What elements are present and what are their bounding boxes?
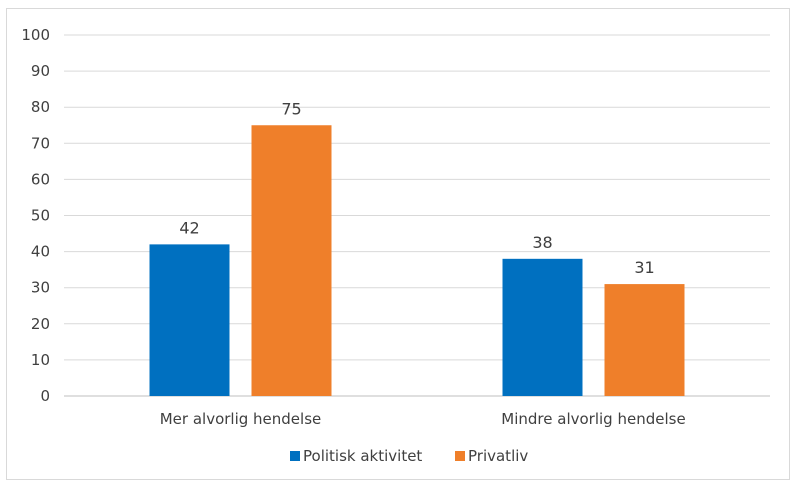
bars [149,125,685,396]
data-labels: 42 75 38 31 [179,99,654,277]
bar [149,244,230,396]
y-axis: 0 10 20 30 40 50 60 70 80 90 100 [21,26,50,405]
legend: Politisk aktivitet Privatliv [290,447,528,465]
y-tick-label: 20 [31,315,50,333]
y-tick-label: 90 [31,62,50,80]
bar [604,284,685,396]
x-category-label: Mindre alvorlig hendelse [501,410,685,428]
data-label: 75 [281,99,301,118]
y-tick-label: 70 [31,134,50,152]
legend-label: Privatliv [468,447,528,465]
y-tick-label: 50 [31,207,50,225]
data-label: 42 [179,218,199,237]
y-tick-label: 80 [31,98,50,116]
y-tick-label: 0 [40,387,50,405]
x-category-label: Mer alvorlig hendelse [160,410,322,428]
chart-frame [6,8,790,480]
y-tick-label: 100 [21,26,50,44]
legend-swatch [290,451,300,461]
y-tick-label: 30 [31,279,50,297]
legend-swatch [455,451,465,461]
x-axis: Mer alvorlig hendelse Mindre alvorlig hen… [160,410,686,428]
y-tick-label: 10 [31,351,50,369]
y-tick-label: 60 [31,170,50,188]
legend-label: Politisk aktivitet [303,447,422,465]
data-label: 38 [532,233,552,252]
y-tick-label: 40 [31,243,50,261]
bar [502,258,583,396]
bar [251,125,332,396]
data-label: 31 [634,258,654,277]
